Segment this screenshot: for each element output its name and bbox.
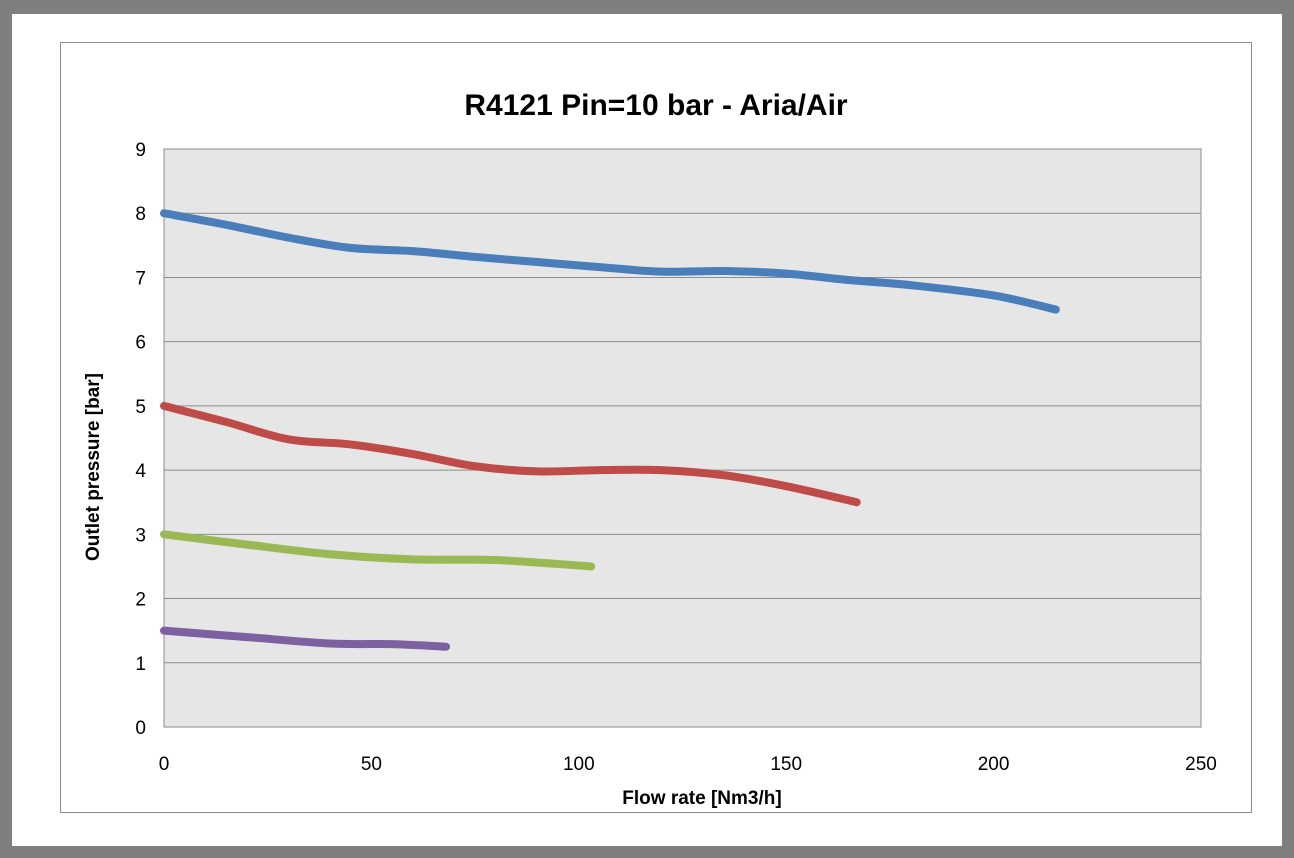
y-tick-label: 2	[135, 590, 146, 611]
chart-svg: R4121 Pin=10 bar - Aria/Air 0 1 2 3 4 5 6 7 8 9 0…	[83, 89, 1217, 809]
grid-lines	[163, 148, 1202, 728]
x-tick-label: 0	[159, 754, 170, 775]
y-tick-label: 1	[135, 654, 146, 675]
y-tick-label: 7	[135, 268, 146, 289]
chart-area: R4121 Pin=10 bar - Aria/Air 0 1 2 3 4 5 6 7 8 9 0…	[60, 42, 1252, 813]
x-tick-label: 150	[770, 754, 802, 775]
series-group	[160, 209, 1060, 651]
series-line-1	[160, 209, 1060, 314]
chart-title: R4121 Pin=10 bar - Aria/Air	[464, 89, 848, 122]
x-tick-label: 100	[563, 754, 595, 775]
x-tick-labels: 0 50 100 150 200 250	[159, 754, 1217, 775]
y-axis-title: Outlet pressure [bar]	[83, 373, 104, 561]
x-axis-title: Flow rate [Nm3/h]	[622, 788, 781, 809]
y-tick-labels: 0 1 2 3 4 5 6 7 8 9	[135, 140, 146, 739]
series-line-4	[160, 626, 451, 651]
x-tick-label: 200	[978, 754, 1010, 775]
y-tick-label: 6	[135, 333, 146, 354]
x-tick-label: 50	[361, 754, 382, 775]
chart-frame: R4121 Pin=10 bar - Aria/Air 0 1 2 3 4 5 6 7 8 9 0…	[12, 14, 1282, 846]
series-line-3	[160, 530, 596, 571]
y-tick-label: 0	[135, 718, 146, 739]
y-tick-label: 3	[135, 525, 146, 546]
y-tick-label: 8	[135, 204, 146, 225]
x-tick-label: 250	[1185, 754, 1217, 775]
series-line-2	[160, 401, 861, 507]
y-tick-label: 9	[135, 140, 146, 161]
y-tick-label: 4	[135, 461, 146, 482]
plot-border	[163, 148, 1202, 728]
y-tick-label: 5	[135, 397, 146, 418]
